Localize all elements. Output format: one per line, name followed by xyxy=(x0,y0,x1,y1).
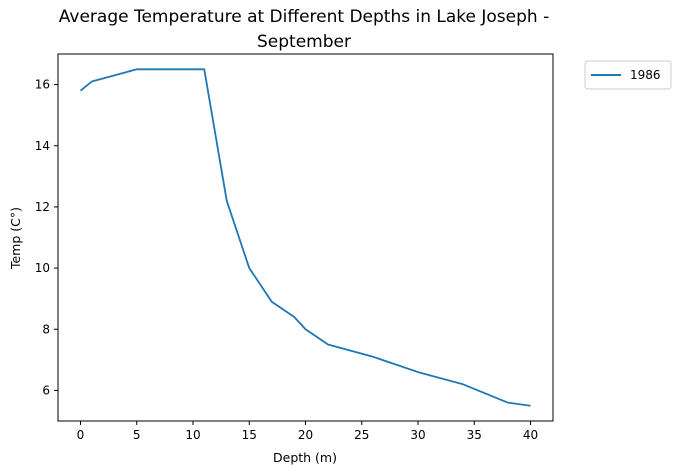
legend-box xyxy=(584,60,672,90)
x-tick-label: 30 xyxy=(410,428,425,442)
x-tick-label: 15 xyxy=(242,428,257,442)
x-tick-label: 35 xyxy=(467,428,482,442)
x-tick-label: 5 xyxy=(133,428,141,442)
y-tick-label: 8 xyxy=(42,322,50,336)
legend: 1986 xyxy=(584,60,672,90)
y-tick-label: 6 xyxy=(42,383,50,397)
series-line-1986 xyxy=(79,68,531,407)
x-tick-label: 25 xyxy=(354,428,369,442)
chart-title-line-2: September xyxy=(257,32,351,52)
legend-label-1986: 1986 xyxy=(630,68,661,82)
y-tick-label: 16 xyxy=(35,78,50,92)
y-tick-label: 12 xyxy=(35,200,50,214)
x-tick-label: 20 xyxy=(298,428,313,442)
x-tick-label: 10 xyxy=(185,428,200,442)
x-tick-label: 40 xyxy=(523,428,538,442)
x-axis-label: Depth (m) xyxy=(273,450,337,465)
chart-title-line-1: Average Temperature at Different Depths … xyxy=(59,7,549,27)
series-lines xyxy=(79,68,531,407)
plot-area-frame xyxy=(57,53,554,422)
axis-ticks: 0 5 10 15 20 25 30 35 40 6 8 10 12 14 16 xyxy=(35,78,538,442)
y-tick-label: 10 xyxy=(35,261,50,275)
x-tick-label: 0 xyxy=(77,428,85,442)
y-tick-label: 14 xyxy=(35,139,50,153)
y-axis-label: Temp (C°) xyxy=(8,207,23,270)
